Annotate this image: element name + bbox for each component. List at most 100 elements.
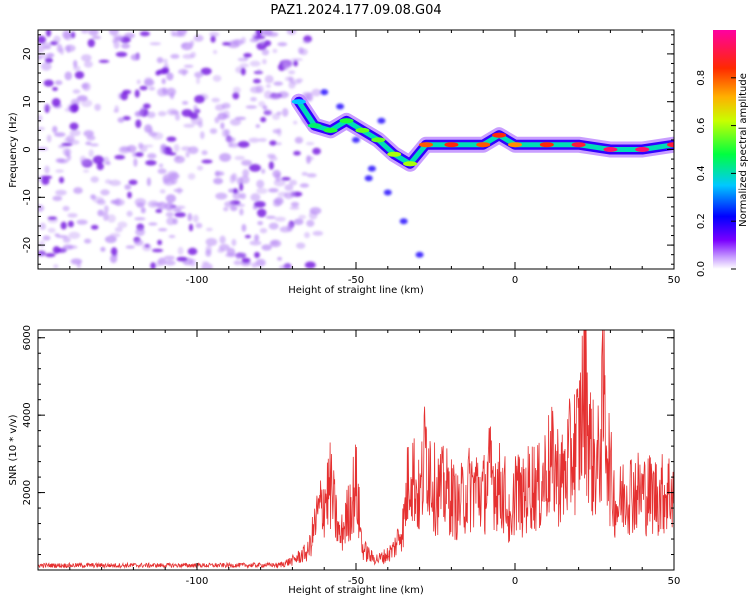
noise-speckle [232, 39, 244, 46]
noise-speckle [279, 264, 291, 269]
noise-speckle [136, 79, 141, 85]
noise-speckle [223, 207, 229, 212]
noise-speckle [134, 239, 144, 246]
noise-speckle [192, 214, 199, 223]
ridge-point [603, 147, 618, 152]
noise-speckle [157, 239, 163, 246]
noise-speckle [294, 136, 303, 144]
noise-speckle [304, 261, 316, 269]
noise-speckle [189, 112, 199, 120]
noise-speckle [38, 55, 42, 60]
noise-speckle [233, 188, 238, 194]
noise-speckle [211, 97, 220, 103]
noise-speckle [157, 87, 168, 97]
noise-speckle [62, 147, 72, 157]
frequency-ridge [290, 93, 674, 172]
noise-speckle [107, 214, 116, 223]
noise-speckle [305, 93, 313, 102]
noise-speckle [261, 244, 272, 251]
noise-speckle [201, 150, 208, 156]
noise-speckle [120, 91, 128, 101]
noise-speckle [248, 137, 260, 143]
noise-speckle [239, 175, 250, 184]
noise-speckle [44, 165, 50, 174]
noise-speckle [160, 145, 166, 155]
noise-speckle [170, 54, 180, 59]
noise-speckle [302, 92, 312, 96]
noise-speckle [51, 98, 61, 107]
noise-speckle [237, 57, 248, 62]
noise-speckle [263, 109, 273, 116]
spectrogram-x-axis-label: Height of straight line (km) [288, 285, 424, 296]
noise-speckle [190, 51, 196, 58]
noise-speckle [76, 95, 88, 102]
noise-speckle [73, 60, 78, 68]
noise-speckle [54, 132, 66, 138]
noise-speckle [233, 86, 241, 94]
noise-speckle [174, 212, 186, 218]
noise-speckle [256, 42, 267, 51]
noise-speckle [124, 184, 132, 190]
noise-speckle [39, 222, 46, 230]
noise-speckle [41, 62, 52, 71]
noise-speckle [250, 97, 257, 102]
noise-speckle [219, 244, 230, 251]
noise-speckle [47, 227, 56, 233]
noise-speckle [53, 264, 59, 269]
noise-speckle [96, 162, 104, 171]
noise-speckle [62, 236, 71, 243]
ridge-point [635, 147, 650, 152]
colorbar-tick-label: 0.0 [696, 261, 707, 277]
noise-speckle [383, 189, 392, 196]
noise-speckle [249, 164, 261, 172]
ridge-point [667, 142, 674, 148]
noise-speckle [92, 196, 104, 203]
noise-speckle [306, 173, 317, 178]
noise-speckle [126, 210, 133, 217]
noise-speckle [255, 124, 260, 128]
noise-speckle [167, 170, 178, 177]
noise-speckle [103, 211, 109, 221]
noise-speckle [151, 132, 164, 140]
ridge-point [339, 118, 354, 124]
noise-speckle [205, 249, 212, 257]
noise-speckle [274, 216, 286, 222]
noise-speckle [163, 58, 168, 63]
noise-speckle [288, 77, 293, 82]
noise-speckle [182, 69, 187, 77]
noise-speckle [245, 105, 257, 109]
noise-speckle [258, 101, 266, 107]
noise-speckle [71, 103, 79, 113]
noise-speckle [185, 151, 190, 158]
noise-speckle [289, 179, 298, 186]
noise-speckle [214, 170, 220, 177]
noise-speckle [146, 111, 156, 119]
noise-speckle [213, 177, 224, 185]
noise-speckle [109, 233, 121, 238]
noise-speckle [157, 168, 167, 174]
noise-speckle [200, 67, 212, 76]
noise-speckle [399, 218, 408, 225]
noise-speckle [336, 103, 345, 110]
noise-speckle [195, 222, 203, 229]
spectrogram-heatmap [38, 30, 674, 269]
noise-speckle [257, 221, 264, 226]
noise-speckle [80, 158, 92, 166]
noise-speckle [46, 134, 52, 143]
noise-speckle [140, 207, 146, 214]
ridge-point [387, 151, 402, 157]
noise-speckle [68, 139, 80, 145]
colorbar: 0.0 0.2 0.4 0.6 0.8 Normalized spectral ampl… [696, 30, 749, 277]
noise-speckle [236, 203, 245, 207]
noise-speckle [196, 76, 200, 85]
noise-speckle [415, 251, 424, 258]
noise-speckle [53, 35, 61, 44]
noise-speckle [264, 75, 274, 84]
noise-speckle [164, 202, 174, 211]
ridge-point [355, 127, 370, 133]
x-tick-label: 50 [668, 576, 681, 587]
noise-speckle [205, 238, 218, 246]
noise-speckle [54, 80, 63, 86]
noise-speckle [212, 75, 222, 82]
noise-speckle [151, 248, 164, 253]
